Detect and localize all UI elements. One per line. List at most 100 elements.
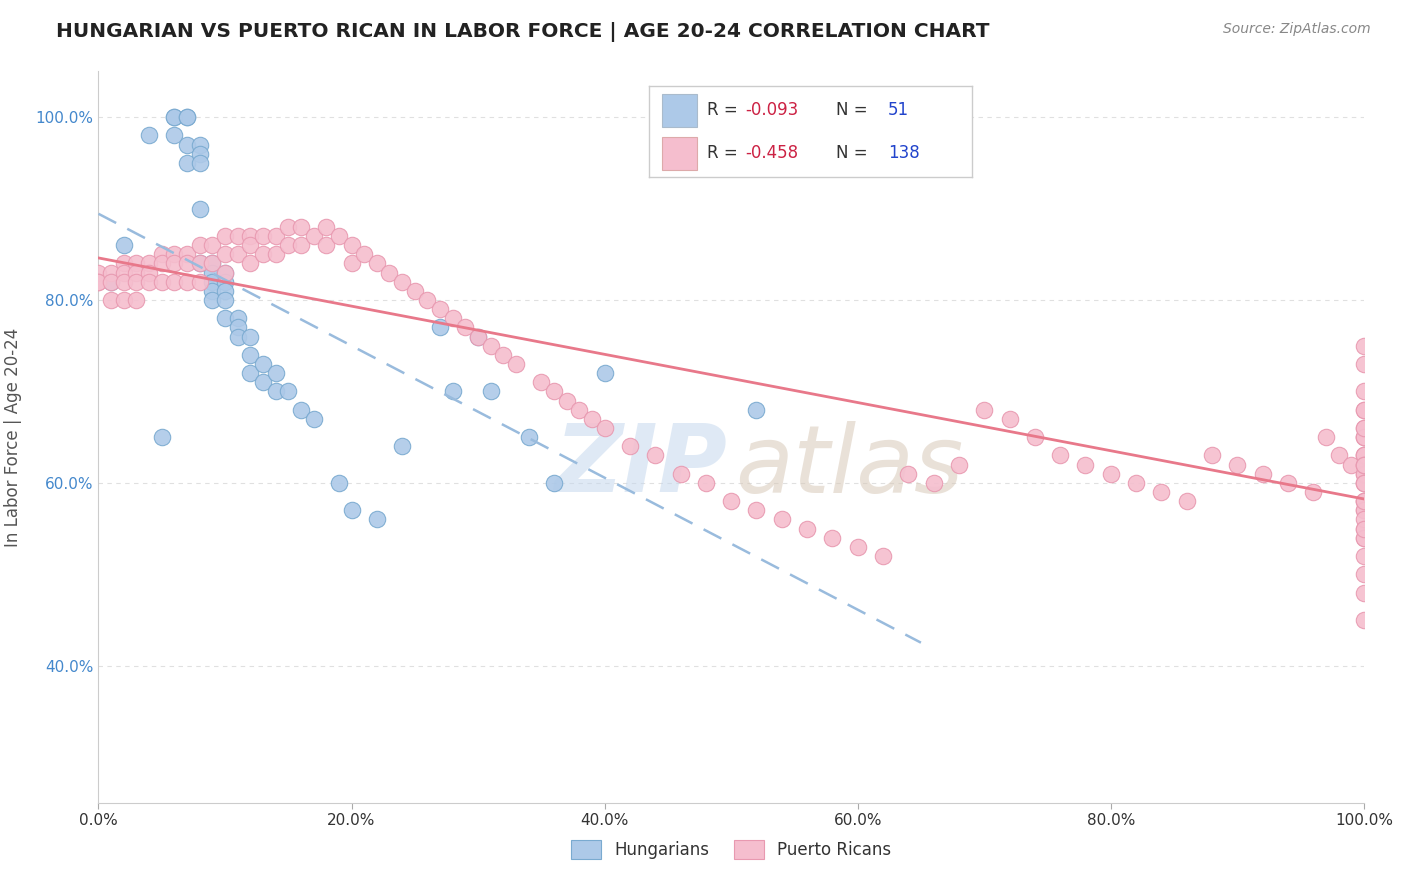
- Point: [1201, 449, 1223, 463]
- Point: [1049, 449, 1071, 463]
- Point: [796, 521, 818, 535]
- Point: [745, 402, 768, 417]
- Point: [340, 256, 363, 270]
- Point: [125, 266, 148, 280]
- Point: [1353, 458, 1375, 472]
- Point: [226, 228, 249, 243]
- Point: [214, 293, 236, 307]
- Point: [1353, 521, 1375, 535]
- Point: [214, 228, 236, 243]
- Point: [1353, 402, 1375, 417]
- Point: [1353, 494, 1375, 508]
- Point: [87, 275, 110, 289]
- Point: [1353, 549, 1375, 563]
- Point: [1353, 531, 1375, 545]
- Point: [100, 275, 122, 289]
- Point: [214, 311, 236, 326]
- Point: [188, 275, 211, 289]
- Point: [429, 320, 451, 334]
- Point: [239, 329, 262, 343]
- Point: [239, 238, 262, 252]
- Point: [644, 449, 666, 463]
- Point: [264, 384, 287, 399]
- Point: [201, 238, 224, 252]
- Point: [150, 247, 173, 261]
- Point: [252, 228, 274, 243]
- Point: [1150, 485, 1173, 500]
- Point: [201, 256, 224, 270]
- Point: [163, 275, 186, 289]
- Point: [720, 494, 742, 508]
- Point: [201, 275, 224, 289]
- Point: [264, 366, 287, 380]
- Point: [745, 503, 768, 517]
- Point: [1277, 475, 1299, 490]
- Point: [264, 228, 287, 243]
- Point: [150, 256, 173, 270]
- Point: [1024, 430, 1046, 444]
- Point: [163, 110, 186, 124]
- Point: [1353, 430, 1375, 444]
- Point: [530, 376, 553, 390]
- Point: [1353, 475, 1375, 490]
- Point: [138, 275, 160, 289]
- Point: [176, 256, 198, 270]
- Point: [125, 275, 148, 289]
- Point: [150, 430, 173, 444]
- Point: [188, 155, 211, 169]
- Point: [176, 110, 198, 124]
- Point: [555, 393, 578, 408]
- Point: [492, 348, 515, 362]
- Point: [1175, 494, 1198, 508]
- Point: [201, 256, 224, 270]
- Point: [252, 376, 274, 390]
- Point: [391, 275, 413, 289]
- Point: [201, 293, 224, 307]
- Text: atlas: atlas: [735, 421, 963, 512]
- Point: [100, 266, 122, 280]
- Point: [188, 256, 211, 270]
- Point: [163, 256, 186, 270]
- Point: [441, 311, 464, 326]
- Point: [239, 228, 262, 243]
- Point: [290, 402, 312, 417]
- Text: ZIP: ZIP: [554, 420, 727, 512]
- Point: [695, 475, 717, 490]
- Point: [1327, 449, 1350, 463]
- Point: [1125, 475, 1147, 490]
- Point: [1074, 458, 1097, 472]
- Point: [290, 219, 312, 234]
- Point: [1340, 458, 1362, 472]
- Point: [176, 137, 198, 152]
- Text: HUNGARIAN VS PUERTO RICAN IN LABOR FORCE | AGE 20-24 CORRELATION CHART: HUNGARIAN VS PUERTO RICAN IN LABOR FORCE…: [56, 22, 990, 42]
- Point: [872, 549, 894, 563]
- Point: [366, 256, 388, 270]
- Point: [1353, 449, 1375, 463]
- Point: [479, 339, 502, 353]
- Point: [214, 284, 236, 298]
- Point: [404, 284, 426, 298]
- Point: [1353, 421, 1375, 435]
- Point: [619, 439, 641, 453]
- Point: [454, 320, 477, 334]
- Point: [100, 293, 122, 307]
- Point: [277, 238, 299, 252]
- Point: [846, 540, 869, 554]
- Point: [669, 467, 692, 481]
- Point: [239, 256, 262, 270]
- Point: [328, 475, 350, 490]
- Point: [125, 293, 148, 307]
- Point: [290, 238, 312, 252]
- Point: [1353, 512, 1375, 526]
- Point: [1353, 503, 1375, 517]
- Point: [543, 475, 565, 490]
- Point: [1353, 421, 1375, 435]
- Point: [897, 467, 920, 481]
- Point: [505, 357, 527, 371]
- Text: Source: ZipAtlas.com: Source: ZipAtlas.com: [1223, 22, 1371, 37]
- Point: [1353, 430, 1375, 444]
- Point: [138, 266, 160, 280]
- Point: [1353, 449, 1375, 463]
- Point: [543, 384, 565, 399]
- Point: [1353, 467, 1375, 481]
